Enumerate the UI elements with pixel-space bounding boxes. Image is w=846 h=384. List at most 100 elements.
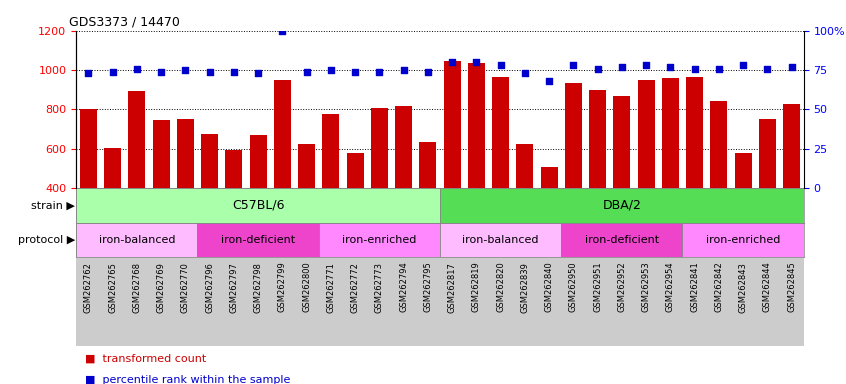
Text: ■  percentile rank within the sample: ■ percentile rank within the sample: [85, 375, 290, 384]
Point: [276, 28, 289, 34]
Point: [640, 62, 653, 68]
Bar: [274, 80, 291, 267]
Bar: [76, 223, 197, 257]
Bar: [420, 142, 437, 267]
Text: C57BL/6: C57BL/6: [232, 199, 284, 212]
Point: [542, 78, 556, 84]
Text: GSM262820: GSM262820: [496, 262, 505, 313]
Bar: [759, 119, 776, 267]
Text: GSM262953: GSM262953: [641, 262, 651, 313]
Text: ■  transformed count: ■ transformed count: [85, 354, 206, 364]
Text: iron-balanced: iron-balanced: [98, 235, 175, 245]
Bar: [565, 83, 582, 267]
Bar: [395, 106, 412, 267]
Bar: [561, 223, 683, 257]
Bar: [371, 108, 387, 267]
Point: [324, 67, 338, 73]
Point: [397, 67, 410, 73]
Text: iron-balanced: iron-balanced: [462, 235, 539, 245]
Bar: [443, 61, 460, 267]
Point: [736, 62, 750, 68]
Point: [567, 62, 580, 68]
Bar: [686, 77, 703, 267]
Bar: [683, 223, 804, 257]
Text: GSM262772: GSM262772: [350, 262, 360, 313]
Point: [179, 67, 192, 73]
Text: GSM262844: GSM262844: [763, 262, 772, 313]
Text: GSM262768: GSM262768: [132, 262, 141, 313]
Text: GSM262951: GSM262951: [593, 262, 602, 312]
Bar: [177, 119, 194, 267]
Bar: [440, 223, 561, 257]
Text: GSM262794: GSM262794: [399, 262, 408, 313]
Text: GSM262817: GSM262817: [448, 262, 457, 313]
Text: GSM262769: GSM262769: [157, 262, 166, 313]
Text: GSM262840: GSM262840: [545, 262, 553, 313]
Text: GSM262800: GSM262800: [302, 262, 311, 313]
Bar: [225, 150, 242, 267]
Bar: [104, 148, 121, 267]
Bar: [80, 109, 96, 267]
Bar: [298, 144, 315, 267]
Point: [372, 69, 386, 75]
Text: strain ▶: strain ▶: [31, 200, 75, 210]
Point: [785, 64, 799, 70]
Text: GSM262954: GSM262954: [666, 262, 675, 312]
Text: iron-enriched: iron-enriched: [706, 235, 780, 245]
Bar: [201, 134, 218, 267]
Bar: [541, 167, 558, 267]
Text: GSM262843: GSM262843: [739, 262, 748, 313]
Point: [81, 70, 95, 76]
Text: GSM262773: GSM262773: [375, 262, 384, 313]
Bar: [322, 114, 339, 267]
Point: [106, 69, 119, 75]
Point: [761, 65, 774, 71]
Bar: [516, 144, 533, 267]
Bar: [589, 90, 606, 267]
Text: GSM262842: GSM262842: [714, 262, 723, 313]
Point: [591, 65, 604, 71]
Bar: [250, 135, 266, 267]
Point: [130, 65, 144, 71]
Point: [299, 69, 313, 75]
Text: GSM262819: GSM262819: [472, 262, 481, 313]
Point: [421, 69, 435, 75]
Bar: [319, 223, 440, 257]
Bar: [129, 91, 146, 267]
Bar: [711, 101, 728, 267]
Text: DBA/2: DBA/2: [602, 199, 641, 212]
Bar: [440, 188, 804, 223]
Point: [203, 69, 217, 75]
Point: [227, 69, 240, 75]
Bar: [468, 63, 485, 267]
Text: GSM262952: GSM262952: [618, 262, 626, 312]
Bar: [783, 104, 800, 267]
Point: [349, 69, 362, 75]
Bar: [76, 188, 440, 223]
Text: iron-deficient: iron-deficient: [585, 235, 659, 245]
Point: [688, 65, 701, 71]
Text: GSM262795: GSM262795: [423, 262, 432, 313]
Bar: [638, 80, 655, 267]
Bar: [152, 120, 169, 267]
Point: [154, 69, 168, 75]
Text: GSM262797: GSM262797: [229, 262, 239, 313]
Text: iron-deficient: iron-deficient: [221, 235, 295, 245]
Text: GSM262770: GSM262770: [181, 262, 190, 313]
Point: [445, 59, 459, 65]
Point: [494, 62, 508, 68]
Bar: [197, 223, 319, 257]
Point: [470, 59, 483, 65]
Text: GSM262841: GSM262841: [690, 262, 699, 313]
Text: GSM262762: GSM262762: [84, 262, 93, 313]
Point: [663, 64, 677, 70]
Bar: [662, 78, 678, 267]
Text: GDS3373 / 14470: GDS3373 / 14470: [69, 15, 179, 28]
Bar: [492, 77, 509, 267]
Point: [518, 70, 531, 76]
Text: GSM262796: GSM262796: [205, 262, 214, 313]
Point: [615, 64, 629, 70]
Bar: [734, 153, 751, 267]
Text: GSM262798: GSM262798: [254, 262, 262, 313]
Text: GSM262839: GSM262839: [520, 262, 530, 313]
